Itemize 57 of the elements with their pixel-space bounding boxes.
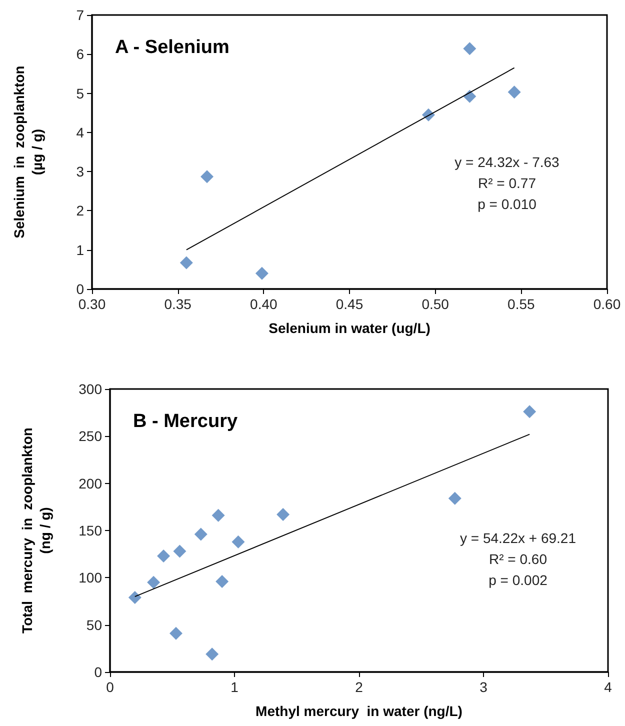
y-tick-label: 250: [78, 428, 102, 444]
point: [212, 508, 225, 522]
x-tick-label: 0: [106, 679, 114, 695]
y-tick-label: 300: [78, 381, 102, 397]
annotation: y = 54.22x + 69.21: [460, 530, 576, 546]
y-tick-label: 6: [76, 46, 84, 62]
x-tick-label: 3: [480, 679, 488, 695]
point: [169, 626, 182, 640]
annotation: p = 0.010: [478, 196, 537, 212]
x-axis-title: Selenium in water (ug/L): [268, 320, 430, 336]
point: [232, 535, 245, 548]
text: A - Selenium: [115, 37, 230, 58]
point: [216, 574, 229, 588]
point: [523, 405, 536, 418]
point: [448, 492, 462, 505]
y-tick-label: 50: [86, 616, 102, 633]
x-tick-label: 0.35: [164, 296, 192, 312]
point: [128, 590, 142, 604]
y-tick-label: 2: [76, 202, 84, 219]
point: [200, 170, 214, 184]
point: [173, 544, 186, 558]
x-tick-label: 2: [355, 679, 364, 695]
text: B - Mercury: [133, 411, 238, 432]
x-axis-title: Methyl mercury in water (ng/L): [256, 703, 462, 719]
y-tick-label: 200: [78, 475, 102, 492]
annotation: p = 0.002: [488, 572, 548, 588]
point: [194, 528, 208, 541]
point: [147, 576, 160, 589]
x-tick-label: 0.60: [593, 296, 621, 312]
y-axis-title: Selenium in zooplankton (µg / g): [11, 66, 45, 238]
y-tick-label: 100: [78, 570, 102, 586]
point: [508, 86, 521, 99]
point: [157, 549, 170, 562]
y-tick-label: 150: [78, 522, 102, 538]
annotation: R² = 0.77: [478, 175, 536, 191]
point: [463, 42, 476, 56]
y-tick-label: 0: [94, 664, 102, 680]
y-tick-label: 5: [76, 85, 84, 102]
x-tick-label: 1: [230, 679, 239, 695]
point: [255, 266, 268, 280]
y-tick-label: 3: [76, 164, 84, 180]
point: [206, 648, 219, 661]
x-tick-label: 0.55: [508, 296, 536, 312]
y-tick-label: 1: [76, 242, 84, 258]
y-tick-label: 4: [76, 124, 84, 140]
x-tick-label: 0.45: [336, 296, 364, 312]
point: [180, 256, 193, 270]
annotation: y = 24.32x - 7.63: [454, 154, 560, 170]
y-tick-label: 0: [76, 281, 84, 297]
y-axis-title: Total mercury in zooplankton (ng / g): [19, 428, 53, 634]
x-tick-label: 0.50: [422, 296, 450, 312]
y-tick-label: 7: [76, 7, 84, 23]
annotation: R² = 0.60: [489, 551, 548, 567]
x-tick-label: 4: [604, 679, 612, 695]
point: [276, 508, 290, 521]
x-tick-label: 0.30: [78, 296, 106, 312]
x-tick-label: 0.40: [250, 296, 278, 312]
